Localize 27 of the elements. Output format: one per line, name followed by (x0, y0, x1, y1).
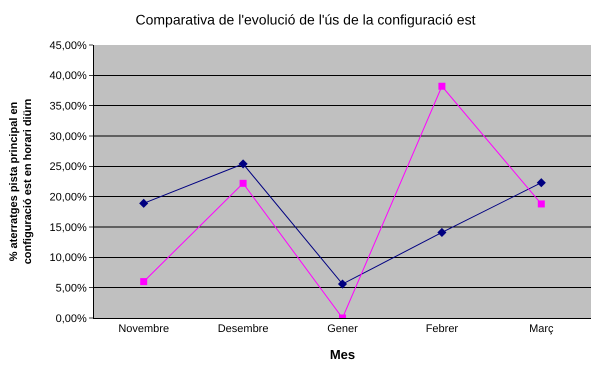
y-tick-label: 5,00% (56, 282, 88, 295)
y-tick-label: 15,00% (49, 222, 88, 234)
point (338, 279, 348, 289)
x-tick-label: Març (529, 323, 554, 336)
y-tick-label: 35,00% (49, 100, 88, 113)
y-tick-label: 45,00% (49, 40, 88, 52)
x-tick-label: Febrer (426, 323, 458, 336)
y-axis-title: % aterratges pista principal en configuració est en horari diürn (8, 98, 34, 264)
point (438, 82, 446, 90)
point (437, 228, 446, 238)
x-tick-label: Desembre (218, 323, 268, 336)
y-tick-label: 10,00% (49, 252, 88, 264)
y-tick-label: 20,00% (49, 192, 88, 204)
x-tick-label: Novembre (118, 323, 170, 336)
point (238, 159, 248, 168)
y-tick-label: 25,00% (49, 161, 88, 174)
chart-title: Comparativa de l'evolució de l'ús de la configuració est (136, 12, 476, 28)
point (240, 180, 247, 187)
x-tick-label: Gener (327, 323, 358, 336)
x-axis-title: Mes (330, 346, 356, 362)
point (536, 178, 546, 188)
y-tick-label: 0,00% (56, 312, 88, 325)
y-tick-label: 30,00% (49, 130, 88, 143)
point (140, 278, 148, 286)
point (139, 198, 148, 208)
y-tick-label: 40,00% (49, 70, 88, 82)
point (538, 200, 545, 208)
